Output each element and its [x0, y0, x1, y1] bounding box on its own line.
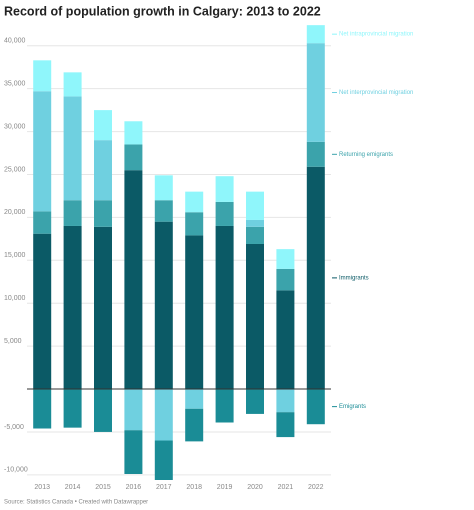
bar-segment [276, 249, 295, 269]
x-tick-label: 2019 [217, 484, 233, 491]
bar-segment [33, 91, 52, 212]
bar-segment [94, 110, 112, 141]
x-tick-label: 2018 [186, 484, 202, 491]
bar-segment [124, 170, 143, 390]
bar-segment [306, 141, 325, 167]
x-tick-label: 2020 [247, 484, 263, 491]
y-tick-label: 40,000 [4, 38, 26, 45]
x-tick-label: 2013 [34, 484, 50, 491]
bar-segment [33, 389, 52, 429]
y-tick-label: 25,000 [4, 166, 26, 173]
bar-segment [276, 412, 295, 438]
bar-segment [215, 201, 234, 226]
source-note: Source: Statistics Canada • Created with… [4, 500, 148, 506]
bar-segment [276, 290, 295, 390]
y-tick-label: 30,000 [4, 123, 26, 130]
bar-segment [154, 440, 173, 480]
x-tick-label: 2015 [95, 484, 111, 491]
bar-segment [185, 408, 204, 442]
bar-segment [94, 200, 112, 227]
x-tick-label: 2022 [308, 484, 324, 491]
bar-segment [306, 25, 325, 44]
bar-segment [276, 268, 295, 291]
legend-label: Emigrants [339, 404, 366, 410]
bar-segment [94, 140, 112, 201]
y-tick-label: -10,000 [4, 467, 28, 474]
bar-segment [124, 389, 143, 431]
bar-segment [63, 72, 82, 97]
bar-segment [63, 96, 82, 201]
legend-label: Net intraprovincial migration [339, 32, 413, 38]
bar-segment [94, 226, 112, 390]
y-tick-label: -5,000 [4, 424, 24, 431]
y-tick-label: 5,000 [4, 338, 22, 345]
bar-segment [63, 389, 82, 428]
y-tick-label: 10,000 [4, 295, 26, 302]
bar-segment [246, 243, 264, 390]
bar-segment [33, 233, 52, 390]
bar-segment [215, 389, 234, 423]
bar-segment [215, 176, 234, 202]
x-tick-label: 2017 [156, 484, 172, 491]
bar-segment [94, 389, 112, 432]
bar-segment [246, 226, 264, 244]
bar-segment [246, 191, 264, 220]
bar-segment [185, 191, 204, 213]
bar-segment [306, 43, 325, 142]
bar-segment [63, 225, 82, 390]
bar-segment [124, 144, 143, 171]
y-tick-label: 35,000 [4, 81, 26, 88]
bar-segment [246, 219, 264, 227]
bar-segment [185, 389, 204, 409]
bar-segment [33, 211, 52, 234]
bar-segment [246, 389, 264, 414]
legend-label: Immigrants [339, 275, 369, 281]
bar-segment [154, 389, 173, 441]
bar-segment [306, 166, 325, 390]
y-tick-label: 20,000 [4, 209, 26, 216]
x-tick-label: 2014 [65, 484, 81, 491]
y-tick-label: 15,000 [4, 252, 26, 259]
bar-segment [124, 121, 143, 145]
bar-segment [154, 175, 173, 201]
bar-segment [215, 225, 234, 390]
legend-label: Net interprovincial migration [339, 90, 413, 96]
bar-segment [63, 200, 82, 226]
legend-label: Returning emigrants [339, 152, 393, 158]
bar-segment [154, 200, 173, 222]
chart-title: Record of population growth in Calgary: … [4, 4, 321, 18]
bar-segment [185, 235, 204, 390]
bar-segment [185, 212, 204, 236]
bar-segment [306, 389, 325, 425]
x-tick-label: 2016 [126, 484, 142, 491]
bar-segment [276, 389, 295, 413]
x-tick-label: 2021 [278, 484, 294, 491]
bar-segment [154, 221, 173, 390]
bar-segment [33, 60, 52, 92]
bar-segment [124, 430, 143, 474]
